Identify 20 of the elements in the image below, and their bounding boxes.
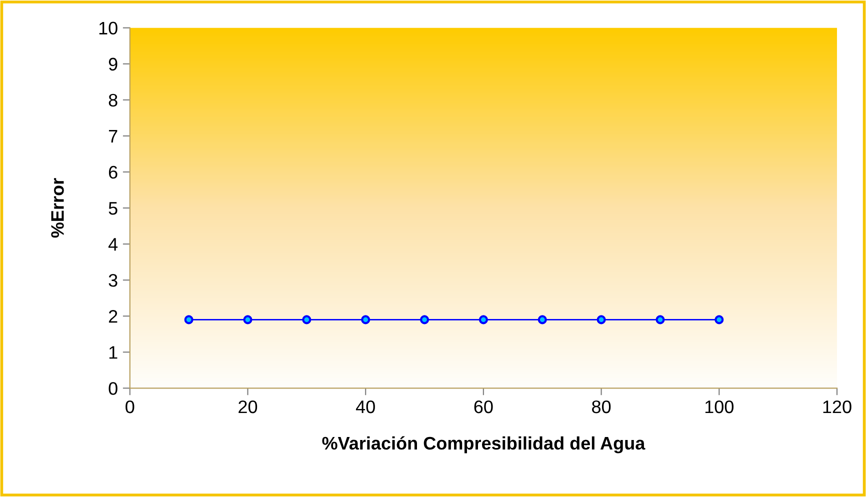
y-tick-label: 5 bbox=[108, 202, 118, 215]
y-tick-label: 0 bbox=[108, 382, 118, 395]
x-axis-title: %Variación Compresibilidad del Agua bbox=[322, 436, 646, 454]
y-tick-label: 8 bbox=[108, 94, 118, 107]
y-tick-label: 9 bbox=[108, 58, 118, 71]
y-tick-label: 1 bbox=[109, 346, 118, 359]
x-tick-label: 80 bbox=[592, 400, 611, 414]
y-tick-label: 2 bbox=[108, 310, 118, 323]
x-tick-label: 0 bbox=[126, 400, 134, 414]
y-tick-label: 7 bbox=[108, 130, 118, 142]
y-tick-label: 6 bbox=[108, 166, 118, 179]
x-tick-label: 120 bbox=[823, 400, 852, 414]
x-tick-label: 60 bbox=[474, 400, 493, 414]
y-axis-title: %Error bbox=[51, 178, 64, 238]
x-tick-label: 20 bbox=[238, 400, 258, 414]
y-tick-label: 4 bbox=[108, 238, 118, 251]
y-tick-label: 10 bbox=[99, 22, 118, 35]
x-tick-label: 100 bbox=[705, 400, 734, 414]
y-tick-label: 3 bbox=[108, 274, 118, 287]
x-tick-label: 40 bbox=[356, 400, 375, 414]
